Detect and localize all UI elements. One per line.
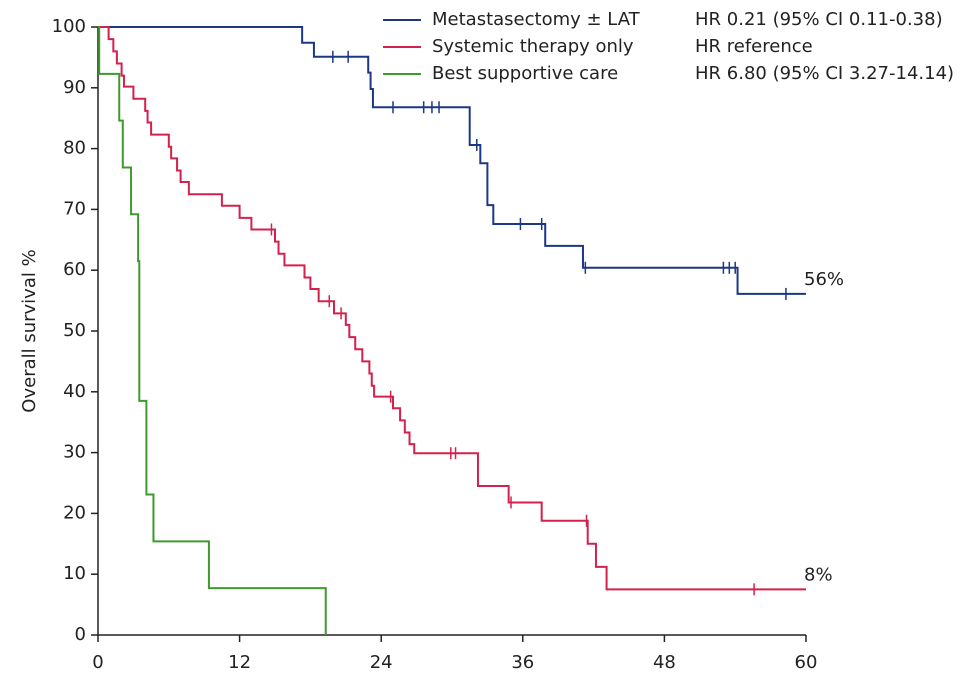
- y-tick-label: 30: [63, 442, 86, 463]
- y-tick-label: 80: [63, 138, 86, 159]
- y-axis-label: Overall survival %: [19, 249, 40, 412]
- survival-curve: [98, 26, 806, 295]
- legend-hr: HR 0.21 (95% CI 0.11-0.38): [695, 9, 943, 30]
- legend-label: Best supportive care: [432, 63, 618, 84]
- y-tick-label: 50: [63, 320, 86, 341]
- y-tick-label: 40: [63, 381, 86, 402]
- y-tick-label: 0: [75, 624, 86, 645]
- y-tick-label: 60: [63, 259, 86, 280]
- x-tick-label: 24: [370, 652, 393, 673]
- x-tick-label: 36: [511, 652, 534, 673]
- legend-label: Metastasectomy ± LAT: [432, 9, 641, 30]
- y-tick-label: 10: [63, 563, 86, 584]
- survival-curve: [98, 26, 806, 591]
- legend-hr: HR reference: [695, 36, 813, 57]
- survival-curve: [98, 26, 327, 635]
- y-tick-label: 90: [63, 77, 86, 98]
- y-tick-label: 100: [52, 16, 86, 37]
- end-label: 8%: [804, 564, 833, 585]
- legend-label: Systemic therapy only: [432, 36, 634, 57]
- x-tick-label: 12: [228, 652, 251, 673]
- y-tick-label: 20: [63, 502, 86, 523]
- end-label: 56%: [804, 269, 844, 290]
- y-tick-label: 70: [63, 198, 86, 219]
- x-tick-label: 60: [795, 652, 818, 673]
- x-tick-label: 48: [653, 652, 676, 673]
- legend-hr: HR 6.80 (95% CI 3.27-14.14): [695, 63, 954, 84]
- x-tick-label: 0: [92, 652, 103, 673]
